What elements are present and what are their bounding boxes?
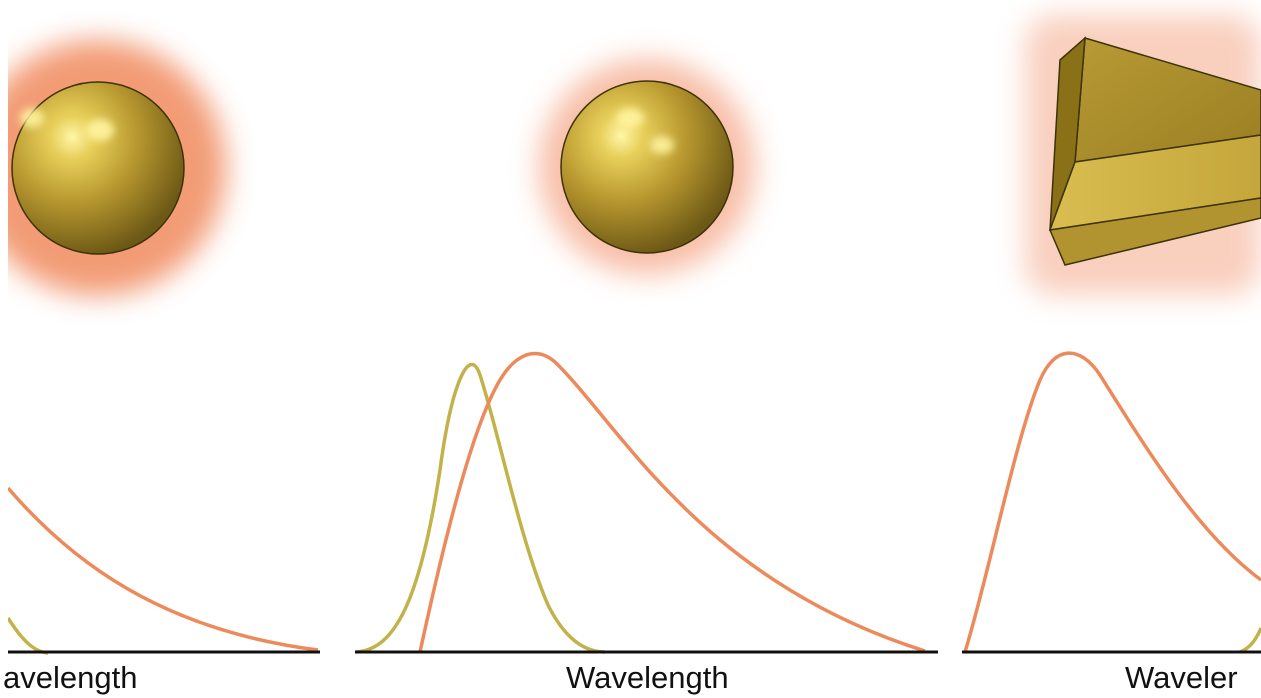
panel-3-prism-front: [1048, 134, 1261, 231]
panel-2-highlight: [616, 108, 644, 128]
panel-3-particle: [1025, 15, 1261, 295]
panel-3-scattering-curve: [963, 351, 1261, 653]
panel-1-gold-sphere: [11, 81, 185, 255]
panel-1-highlight: [86, 119, 114, 141]
panel-2-axis-label: Wavelength: [566, 660, 729, 695]
panel-1-particle: [8, 40, 226, 296]
panel-3-prism-bottom: [1048, 197, 1261, 266]
panel-2-scattering-curve: [418, 351, 926, 653]
panel-3-absorption-curve: [1239, 627, 1261, 654]
panel-1-spectrum: [8, 486, 320, 655]
panel-2-gold-sphere: [560, 80, 734, 254]
panel-1-axis-label: avelength: [3, 660, 138, 695]
panel-3-axis-label: Waveler: [1125, 660, 1238, 695]
panel-2-absorption-curve: [355, 362, 606, 654]
panel-1-highlight-2: [20, 108, 44, 128]
panel-1-absorption-curve: [8, 617, 49, 655]
panel-3-spectrum: [962, 351, 1261, 654]
panel-2-highlight-2: [650, 136, 674, 154]
panel-2-spectrum: [355, 351, 938, 654]
panel-2-particle: [539, 59, 755, 275]
panel-1-scattering-curve: [8, 486, 319, 652]
